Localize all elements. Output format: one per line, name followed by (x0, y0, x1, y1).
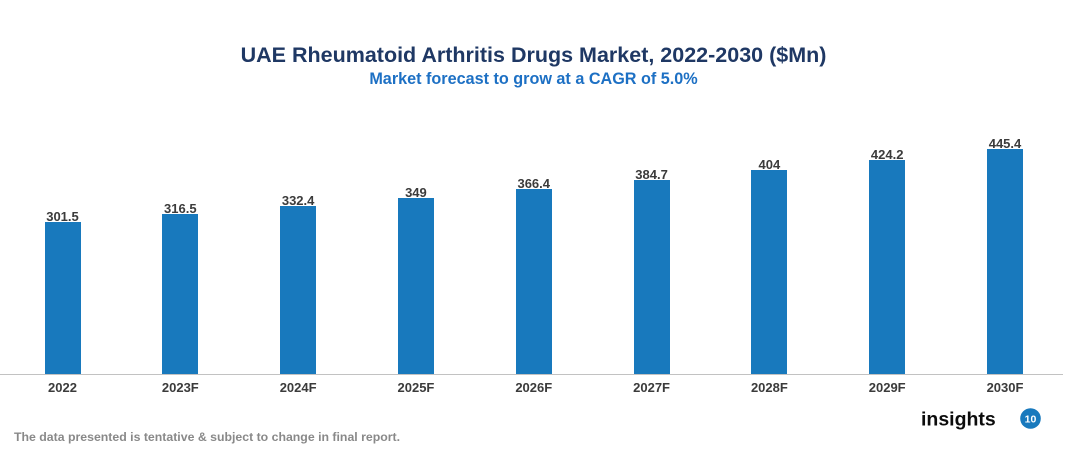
svg-text:insights: insights (921, 409, 996, 431)
svg-text:10: 10 (1025, 414, 1037, 426)
